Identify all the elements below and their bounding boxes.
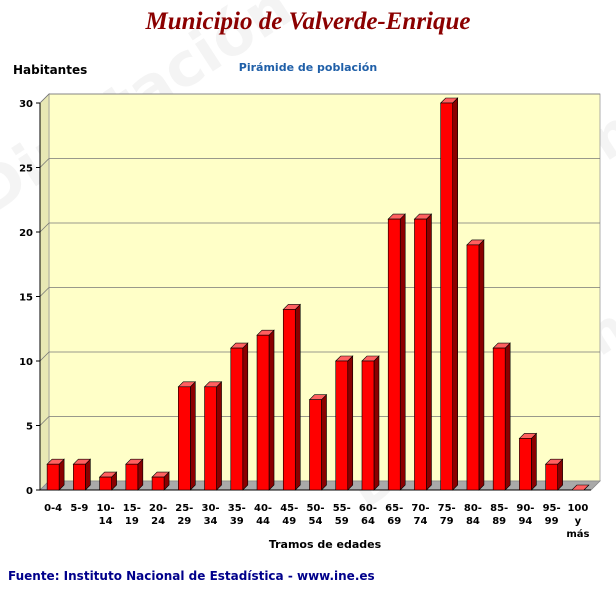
gridline-side [39,158,50,168]
gridline-side [39,351,50,362]
x-tick-label: 25- [175,503,193,514]
x-tick-label: 65- [385,503,403,514]
page-title: Municipio de Valverde-Enrique [145,8,471,35]
bar-top [571,484,590,491]
x-tick-label: 30- [202,503,220,514]
x-tick-label: y [575,516,582,527]
x-tick-label: más [566,528,589,540]
x-tick-label: 49 [282,516,296,527]
bar-side [294,303,301,491]
x-tick-label: 5-9 [70,503,88,514]
chart-title: Pirámide de población [238,61,378,74]
y-tick-label: 20 [19,228,33,239]
x-tick-label: 99 [545,516,559,527]
bar [46,463,60,491]
x-tick-label: 45- [280,503,298,514]
bar-side [531,432,537,491]
x-tick-label: 100 [567,503,588,514]
bar [335,360,349,491]
x-tick-label: 54 [309,516,323,527]
x-tick-label: 55- [333,503,351,514]
x-tick-label: 69 [387,516,401,527]
x-tick-label: 20- [149,503,167,514]
x-tick-label: 89 [492,516,506,527]
gridline-side [39,287,50,297]
x-tick-label: 59 [335,516,349,527]
bar [387,218,401,491]
bar [361,360,375,491]
bar-side [399,213,406,491]
y-tick-label: 15 [19,293,33,304]
bar [440,102,453,491]
bar-side [190,381,196,491]
gridline-side [39,93,50,104]
source-footer: Fuente: Instituto Nacional de Estadístic… [8,569,375,583]
population-bar-chart: 0 5 10 15 20 25 30 0-4 5-9 10- 14 15- 19 20- 24 25- 29 30… [19,93,601,551]
gridline-side [39,416,50,426]
bar [256,334,270,491]
bar-side [216,381,222,491]
x-tick-label: 94 [518,516,532,527]
bar [230,347,244,491]
x-tick-label: 39 [230,516,244,527]
x-tick-label: 95- [543,503,561,514]
x-axis-label: Tramos de edades [269,538,382,551]
gridline-side [39,222,50,233]
bar-side [426,213,432,491]
bar-side [373,355,380,491]
x-tick-label: 24 [151,516,165,527]
bar [545,463,558,491]
bar-side [321,393,327,491]
x-tick-label: 14 [99,516,113,527]
y-axis-label: Habitantes [13,63,88,77]
x-tick-label: 44 [256,516,270,527]
x-tick-label: 84 [466,516,480,527]
bar [151,476,165,491]
y-tick-label: 5 [26,422,33,433]
bar [466,244,480,491]
x-tick-label: 35- [228,503,246,514]
bar-side [478,239,485,491]
x-tick-label: 34 [204,516,218,527]
bar-side [504,342,511,491]
x-tick-label: 64 [361,516,375,527]
x-tick-label: 75- [438,503,456,514]
bar [309,399,322,491]
bar-side [268,329,275,491]
bar [204,386,217,491]
x-tick-label: 19 [125,516,139,527]
bar [178,386,191,491]
x-tick-label: 60- [359,503,377,514]
bar-side [347,355,354,491]
x-tick-label: 85- [490,503,508,514]
bar [519,438,532,491]
y-tick-label: 25 [19,164,33,175]
bar [492,347,506,491]
x-tick-label: 50- [306,503,324,514]
bar-side [452,97,458,491]
x-tick-label: 80- [464,503,482,514]
bar [414,218,427,491]
x-tick-label: 70- [411,503,429,514]
bar [73,463,86,491]
x-tick-label: 90- [516,503,534,514]
x-tick-label: 29 [177,516,191,527]
y-tick-label: 0 [26,486,33,497]
x-tick-label: 10- [97,503,115,514]
x-tick-label: 0-4 [44,503,62,514]
bar [125,463,139,491]
x-tick-label: 15- [123,503,141,514]
y-tick-label: 10 [19,357,33,368]
bar-side [242,342,249,491]
x-tick-label: 40- [254,503,272,514]
y-tick-label: 30 [19,99,33,110]
bar [282,309,296,491]
x-tick-label: 74 [413,516,427,527]
bar [99,476,112,491]
x-tick-label: 79 [440,516,454,527]
